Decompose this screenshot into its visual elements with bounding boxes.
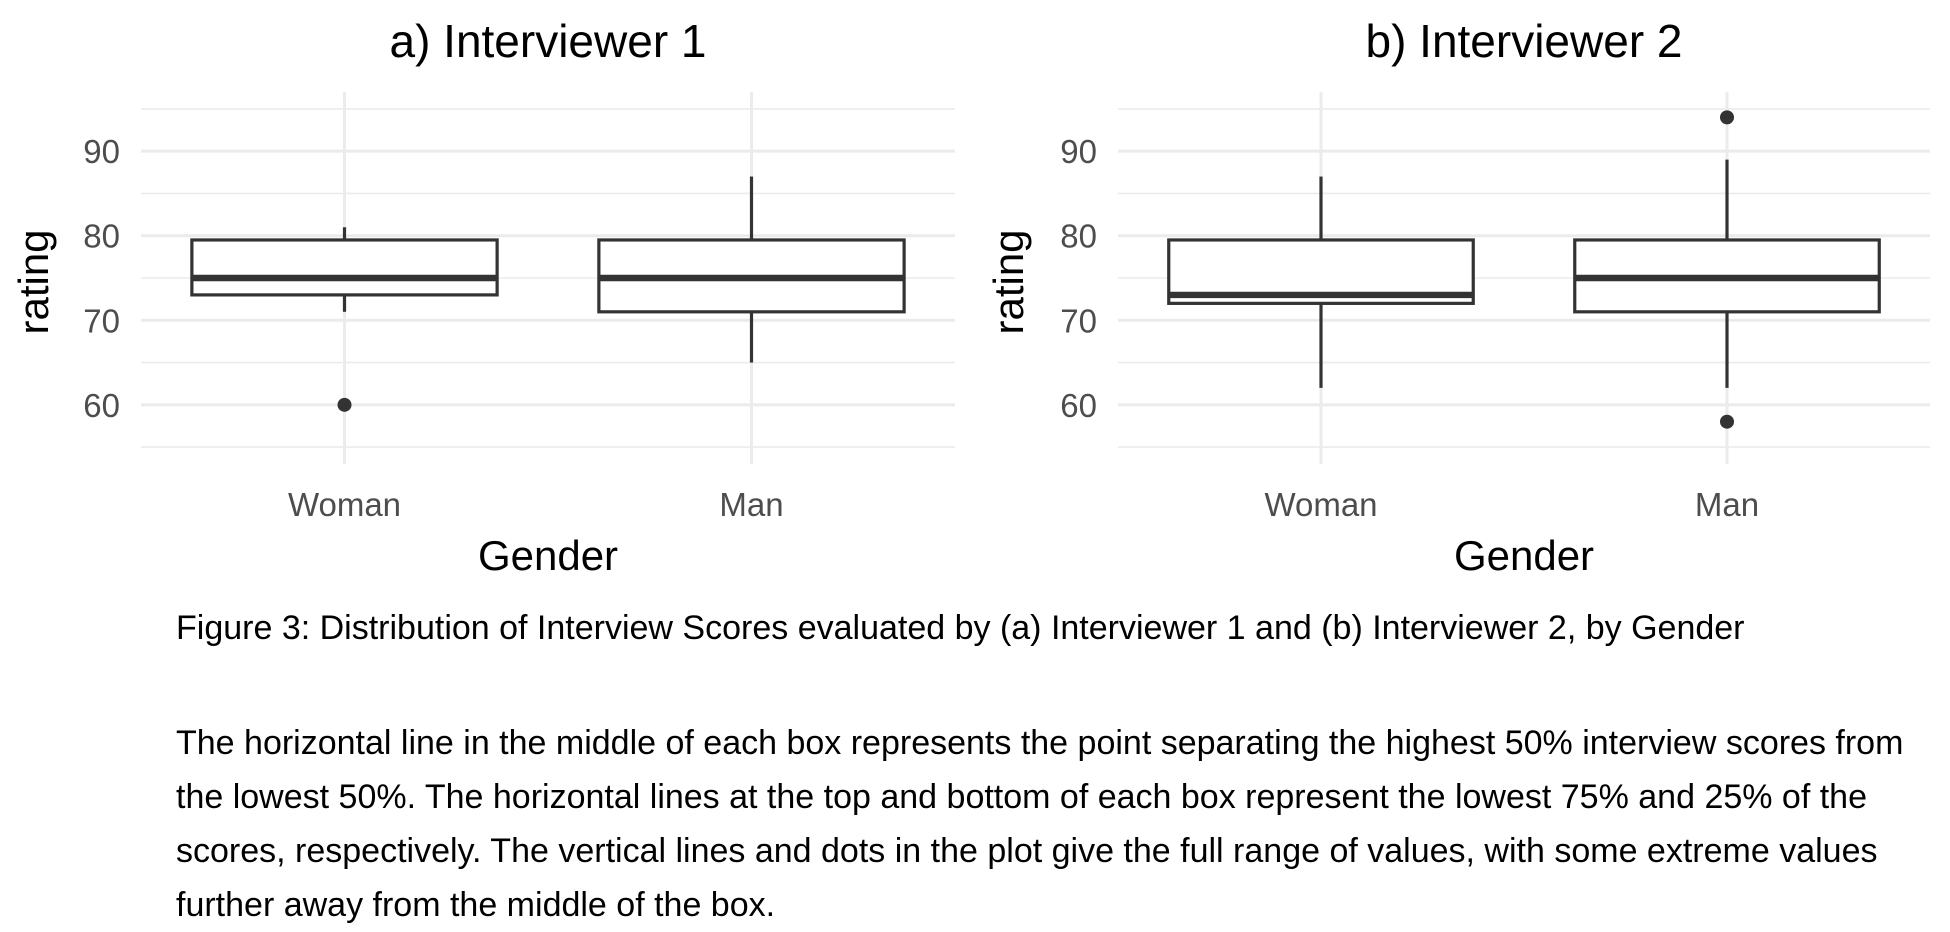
y-tick-label: 70: [83, 302, 120, 339]
panel-a: 60 70 80 90 Woman Man a) Interviewer 1 Gender ra…: [10, 15, 955, 579]
panel-title: b) Interviewer 2: [1365, 15, 1682, 67]
y-axis-label: rating: [985, 229, 1032, 334]
x-tick-label: Woman: [288, 486, 401, 523]
x-tick-label: Man: [1695, 486, 1759, 523]
box-man: [597, 176, 906, 363]
y-tick-label: 70: [1060, 302, 1097, 339]
outlier-point: [337, 397, 352, 412]
y-tick-label: 80: [1060, 218, 1097, 255]
outlier-point: [1720, 414, 1734, 429]
box-woman: [190, 227, 499, 412]
boxplot-figure: 60 70 80 90 Woman Man a) Interviewer 1 Gender ra…: [10, 15, 1930, 579]
y-tick-label: 90: [83, 133, 120, 170]
x-tick-label: Man: [719, 486, 783, 523]
box-woman: [1167, 176, 1475, 388]
panel-title: a) Interviewer 1: [389, 15, 706, 67]
y-tick-label: 90: [1060, 133, 1097, 170]
iqr-box: [190, 238, 499, 297]
y-tick-label: 60: [83, 387, 120, 424]
box-man: [1573, 110, 1881, 429]
x-tick-label: Woman: [1264, 486, 1377, 523]
x-axis-label: Gender: [478, 532, 618, 579]
figure-caption: Figure 3: Distribution of Interview Scor…: [176, 609, 1745, 647]
outlier-point: [1720, 110, 1734, 125]
figure-note: The horizontal line in the middle of eac…: [176, 724, 1904, 924]
panel-b: 60 70 80 90 Woman Man b) Interviewer 2 Gender ra…: [985, 15, 1930, 579]
y-tick-label: 60: [1060, 387, 1097, 424]
y-axis-label: rating: [10, 229, 57, 334]
x-axis-label: Gender: [1454, 532, 1594, 579]
y-tick-label: 80: [83, 218, 120, 255]
